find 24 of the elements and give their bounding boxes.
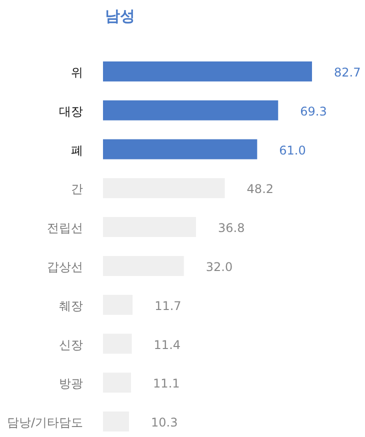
bar bbox=[103, 139, 258, 160]
y-tick-label: 위 bbox=[71, 65, 83, 80]
data-label: 82.7 bbox=[334, 65, 361, 80]
y-tick-label: 신장 bbox=[59, 338, 83, 352]
data-label: 10.3 bbox=[151, 416, 178, 430]
data-label: 61.0 bbox=[279, 143, 306, 158]
y-tick-label: 담낭/기타담도 bbox=[6, 416, 83, 430]
data-label: 32.0 bbox=[206, 260, 233, 274]
data-label: 11.1 bbox=[153, 376, 180, 391]
bar bbox=[103, 100, 278, 120]
y-tick-label: 갑상선 bbox=[47, 260, 83, 274]
y-tick-label: 대장 bbox=[59, 104, 83, 118]
y-tick-label: 전립선 bbox=[47, 221, 83, 236]
data-label: 11.7 bbox=[154, 298, 182, 313]
data-label: 11.4 bbox=[154, 338, 181, 352]
data-label: 69.3 bbox=[300, 104, 327, 118]
data-label: 36.8 bbox=[218, 221, 245, 236]
y-tick-label: 췌장 bbox=[59, 298, 83, 313]
y-tick-label: 폐 bbox=[71, 143, 83, 158]
data-label: 48.2 bbox=[246, 182, 274, 196]
chart-title: 남성 bbox=[105, 7, 135, 25]
y-tick-label: 방광 bbox=[59, 376, 83, 391]
y-tick-label: 간 bbox=[71, 182, 83, 196]
bar bbox=[103, 61, 312, 82]
